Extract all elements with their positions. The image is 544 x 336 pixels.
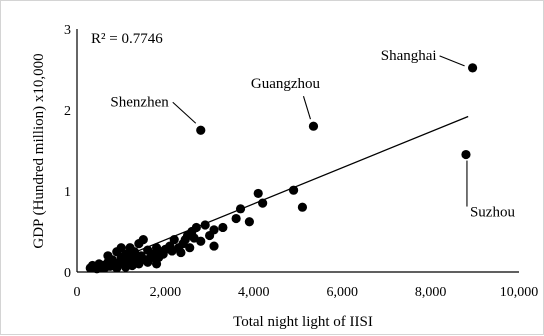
y-tick-label: 0 <box>64 266 71 281</box>
data-point <box>151 243 162 253</box>
tick-labels: 0 2,000 4,000 6,000 8,000 10,000 0 1 2 3 <box>64 23 538 300</box>
data-point <box>103 251 113 261</box>
data-points <box>85 63 478 274</box>
data-point <box>151 259 162 269</box>
axes <box>76 29 519 273</box>
data-point <box>244 217 254 227</box>
data-point <box>176 247 186 258</box>
leader-line-guangzhou <box>302 96 311 120</box>
x-tick-label: 2,000 <box>150 285 182 300</box>
data-point <box>235 204 246 214</box>
data-point-guangzhou <box>308 121 319 131</box>
label-shenzhen: Shenzhen <box>110 94 169 110</box>
data-point <box>297 202 308 212</box>
data-point-shenzhen <box>196 125 206 135</box>
data-point <box>169 235 179 245</box>
data-point <box>134 259 144 269</box>
y-axis-title: GDP (Hundred million) x10,000 <box>31 53 47 248</box>
data-point <box>116 243 126 253</box>
y-tick-label: 1 <box>64 185 71 200</box>
leader-line-shanghai <box>439 55 465 67</box>
x-tick-label: 6,000 <box>326 285 358 300</box>
leader-line-shenzhen <box>172 101 197 124</box>
x-axis-title: Total night light of IISI <box>233 314 373 330</box>
data-point <box>200 220 210 230</box>
data-point <box>125 243 135 253</box>
data-point-suzhou <box>461 149 471 160</box>
data-point <box>158 249 168 259</box>
data-point <box>205 230 215 241</box>
data-point <box>189 233 199 243</box>
data-point <box>218 222 228 233</box>
data-point <box>167 246 177 256</box>
x-tick-label: 8,000 <box>415 285 447 300</box>
data-point <box>288 185 299 195</box>
label-shanghai: Shanghai <box>381 48 437 64</box>
data-point <box>121 262 131 272</box>
label-suzhou: Suzhou <box>470 205 515 221</box>
annotations: Shanghai Guangzhou Shenzhen Suzhou <box>110 48 515 221</box>
x-tick-label: 0 <box>74 285 81 300</box>
y-tick-label: 2 <box>64 104 71 119</box>
data-point <box>112 263 122 273</box>
data-point <box>231 213 241 224</box>
data-point-shanghai <box>467 63 478 73</box>
data-point <box>143 245 153 255</box>
data-point <box>258 198 268 208</box>
data-point <box>253 188 263 199</box>
x-tick-label: 4,000 <box>238 285 270 300</box>
data-point <box>185 243 195 253</box>
y-tick-label: 3 <box>64 23 71 38</box>
data-point <box>209 241 219 251</box>
data-point <box>180 235 190 245</box>
data-point <box>143 257 153 267</box>
x-tick-label: 10,000 <box>500 285 539 300</box>
label-guangzhou: Guangzhou <box>251 76 321 92</box>
data-point <box>125 251 135 261</box>
r-squared-label: R² = 0.7746 <box>91 31 163 47</box>
data-point <box>134 239 144 249</box>
